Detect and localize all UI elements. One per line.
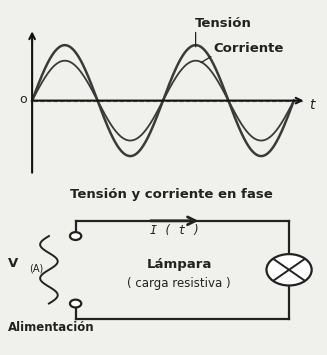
- Text: Corriente: Corriente: [213, 42, 284, 55]
- Text: o: o: [19, 93, 26, 106]
- Text: Alimentación: Alimentación: [8, 321, 95, 334]
- Text: t: t: [309, 98, 315, 111]
- Circle shape: [267, 254, 312, 285]
- Circle shape: [70, 232, 81, 240]
- Circle shape: [70, 300, 81, 307]
- Text: Tensión y corriente en fase: Tensión y corriente en fase: [70, 188, 273, 201]
- Text: V: V: [8, 257, 18, 270]
- Text: ( carga resistiva ): ( carga resistiva ): [128, 278, 231, 290]
- Text: (A): (A): [29, 263, 43, 273]
- Text: Tensión: Tensión: [195, 17, 251, 29]
- Text: Lámpara: Lámpara: [146, 258, 212, 271]
- Text: I ( t ): I ( t ): [149, 224, 199, 237]
